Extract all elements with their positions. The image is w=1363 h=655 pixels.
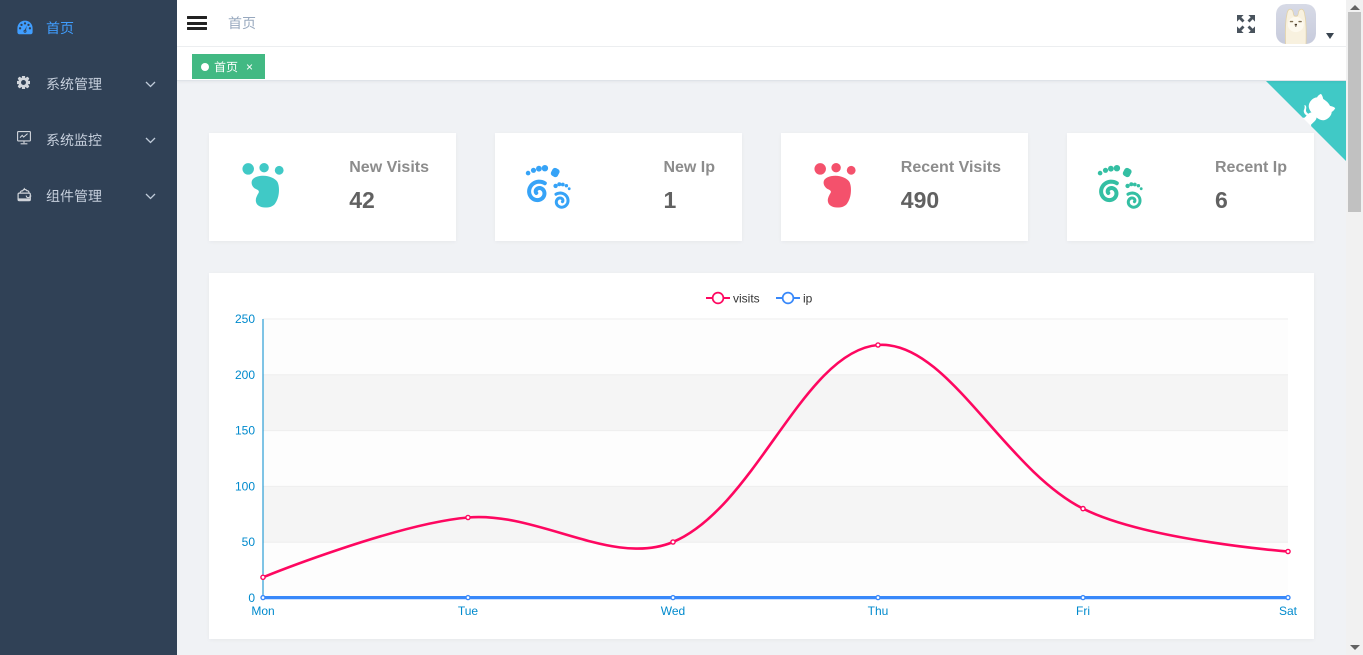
svg-text:Tue: Tue [458, 604, 479, 618]
svg-text:250: 250 [235, 312, 255, 326]
svg-text:Wed: Wed [661, 604, 685, 618]
svg-text:100: 100 [235, 479, 255, 493]
svg-text:Fri: Fri [1076, 604, 1090, 618]
svg-text:Sat: Sat [1279, 604, 1298, 618]
svg-text:200: 200 [235, 368, 255, 382]
svg-text:50: 50 [242, 535, 256, 549]
svg-text:Mon: Mon [251, 604, 274, 618]
svg-text:visits: visits [733, 292, 760, 306]
svg-text:Thu: Thu [868, 604, 889, 618]
svg-text:150: 150 [235, 424, 255, 438]
svg-text:ip: ip [803, 292, 813, 306]
svg-text:0: 0 [248, 591, 255, 605]
